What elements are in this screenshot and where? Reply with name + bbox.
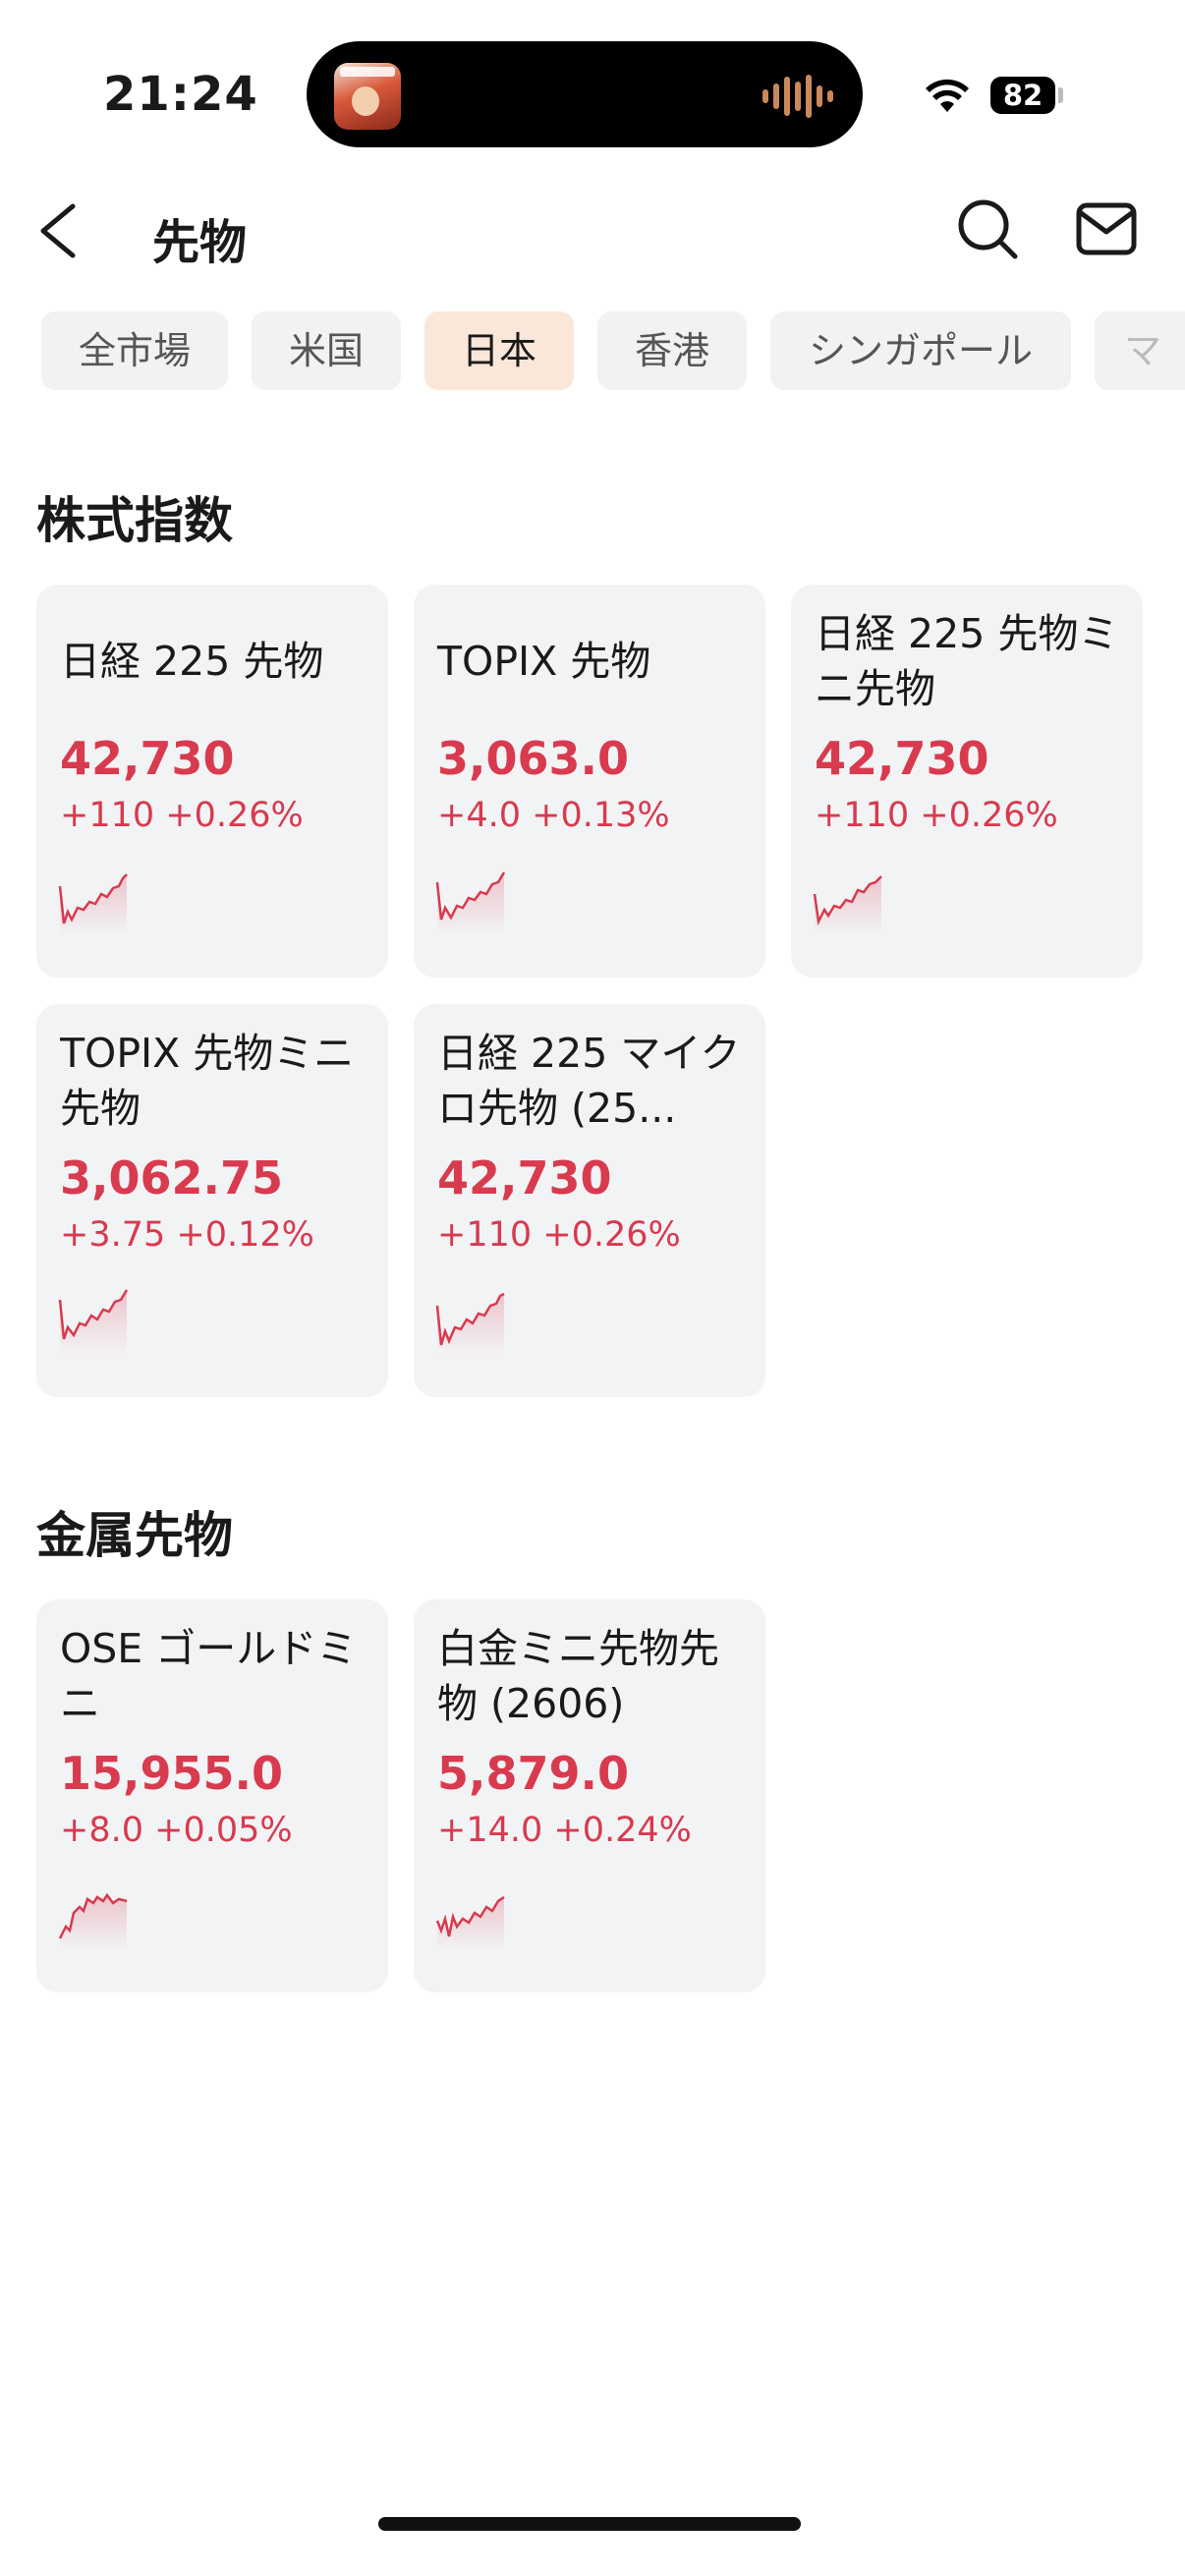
now-playing-artwork[interactable] [334, 63, 401, 130]
card-name: 日経 225 マイクロ先物 (25... [437, 1030, 741, 1132]
tab-more[interactable]: マ [1095, 311, 1185, 390]
home-indicator[interactable] [378, 2517, 801, 2531]
sparkline-chart [58, 1892, 128, 1950]
battery-icon: 82 [990, 77, 1055, 114]
tab-singapore[interactable]: シンガポール [770, 311, 1071, 390]
card-price: 42,730 [815, 732, 989, 785]
tab-japan[interactable]: 日本 [424, 311, 574, 390]
futures-card[interactable]: TOPIX 先物ミニ先物 3,062.75 +3.75 +0.12% [36, 1004, 388, 1397]
wifi-icon [926, 79, 969, 112]
dynamic-island[interactable] [307, 41, 863, 147]
sparkline-chart [58, 873, 128, 935]
page-title: 先物 [152, 215, 248, 270]
card-price: 5,879.0 [437, 1747, 629, 1800]
card-change: +110 +0.26% [437, 1215, 681, 1255]
futures-card[interactable]: 日経 225 マイクロ先物 (25... 42,730 +110 +0.26% [414, 1004, 765, 1397]
tab-us[interactable]: 米国 [252, 311, 401, 390]
card-name: TOPIX 先物 [437, 638, 651, 685]
card-name: 白金ミニ先物先物 (2606) [437, 1625, 719, 1727]
card-price: 3,062.75 [60, 1151, 283, 1204]
card-price: 42,730 [437, 1151, 612, 1204]
tab-hong-kong[interactable]: 香港 [597, 311, 747, 390]
sparkline-chart [435, 1895, 505, 1950]
sparkline-chart [435, 1292, 505, 1355]
sparkline-chart [813, 875, 882, 935]
card-price: 15,955.0 [60, 1747, 283, 1800]
futures-card[interactable]: 日経 225 先物ミニ先物 42,730 +110 +0.26% [791, 585, 1143, 978]
header: 先物 [0, 177, 1185, 285]
battery-tip [1058, 87, 1063, 103]
card-price: 42,730 [60, 732, 235, 785]
status-time: 21:24 [103, 67, 258, 122]
section-title-stock-index: 株式指数 [36, 492, 233, 549]
card-change: +4.0 +0.13% [437, 796, 670, 835]
sparkline-chart [58, 1289, 129, 1355]
card-price: 3,063.0 [437, 732, 629, 785]
search-icon[interactable] [955, 196, 1020, 261]
card-change: +14.0 +0.24% [437, 1811, 692, 1850]
market-tabs: 全市場 米国 日本 香港 シンガポール マ [41, 311, 1185, 390]
card-change: +110 +0.26% [60, 796, 304, 835]
card-name: TOPIX 先物ミニ先物 [60, 1030, 355, 1132]
status-bar: 21:24 82 [0, 0, 1185, 147]
sparkline-chart [435, 871, 506, 935]
card-name: OSE ゴールドミニ [60, 1625, 358, 1727]
tab-all-markets[interactable]: 全市場 [41, 311, 228, 390]
card-change: +3.75 +0.12% [60, 1215, 314, 1255]
card-change: +110 +0.26% [815, 796, 1058, 835]
card-name: 日経 225 先物 [60, 638, 324, 685]
futures-card[interactable]: 日経 225 先物 42,730 +110 +0.26% [36, 585, 388, 978]
futures-card[interactable]: 白金ミニ先物先物 (2606) 5,879.0 +14.0 +0.24% [414, 1599, 765, 1992]
futures-card[interactable]: TOPIX 先物 3,063.0 +4.0 +0.13% [414, 585, 765, 978]
futures-card[interactable]: OSE ゴールドミニ 15,955.0 +8.0 +0.05% [36, 1599, 388, 1992]
section-title-metal-futures: 金属先物 [36, 1507, 233, 1564]
mail-icon[interactable] [1076, 200, 1137, 257]
back-button[interactable] [29, 198, 88, 263]
card-change: +8.0 +0.05% [60, 1811, 293, 1850]
audio-waveform-icon [762, 75, 833, 118]
card-name: 日経 225 先物ミニ先物 [815, 610, 1119, 712]
